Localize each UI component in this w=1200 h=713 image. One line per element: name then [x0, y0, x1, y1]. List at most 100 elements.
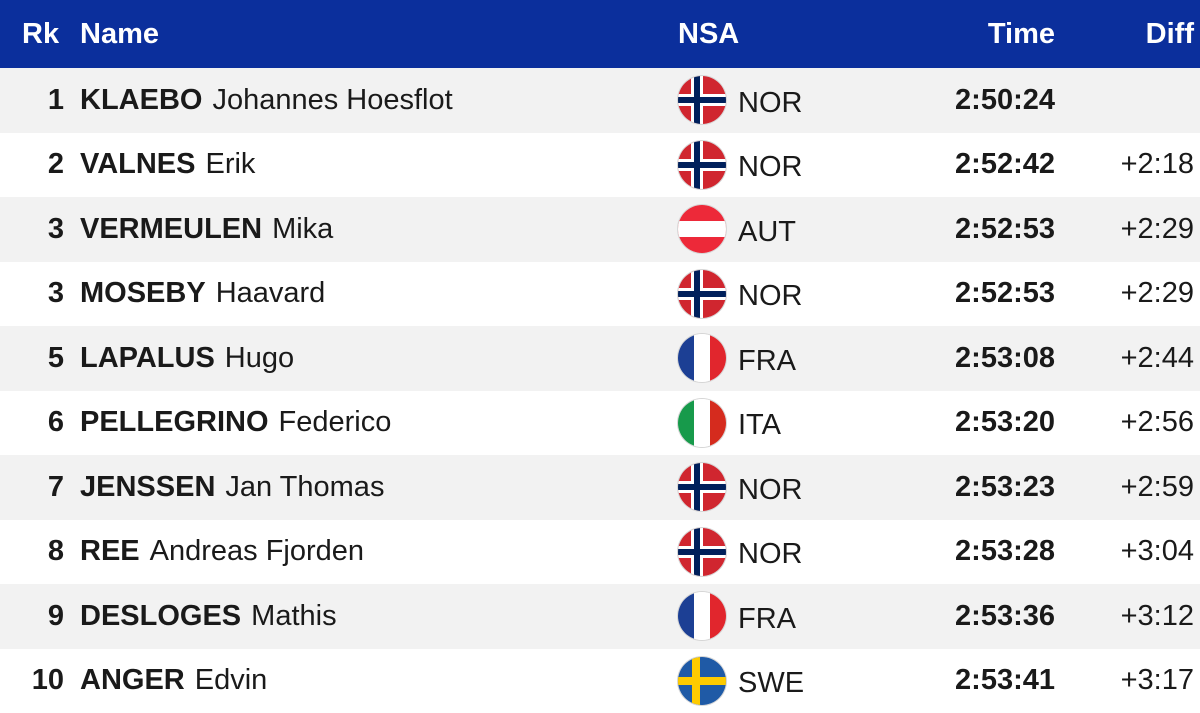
nsa-cell: FRA — [678, 326, 796, 391]
athlete-last-name[interactable]: KLAEBO — [80, 83, 203, 116]
rank-cell: 3 — [47, 212, 64, 245]
time-cell: 2:53:08 — [955, 341, 1055, 374]
rank-cell: 9 — [47, 599, 64, 632]
athlete-name-cell[interactable]: ANGER Edvin — [80, 649, 267, 713]
time-cell: 2:52:53 — [955, 277, 1055, 310]
nsa-cell: NOR — [678, 455, 802, 520]
athlete-first-name[interactable]: Jan Thomas — [225, 470, 385, 503]
austria-flag-icon — [678, 205, 726, 254]
table-row[interactable]: 7 JENSSEN Jan Thomas NOR 2:53:23 +2:59 — [0, 455, 1200, 520]
diff-cell: +2:18 — [1120, 148, 1194, 181]
nsa-cell: NOR — [678, 262, 802, 327]
athlete-name-cell[interactable]: MOSEBY Haavard — [80, 262, 325, 327]
table-body: 1 KLAEBO Johannes Hoesflot NOR 2:50:24 2 VALNE… — [0, 68, 1200, 713]
rank-cell: 7 — [47, 470, 64, 503]
nsa-cell: AUT — [678, 197, 796, 262]
nsa-code: AUT — [738, 215, 796, 248]
time-cell: 2:53:23 — [955, 470, 1055, 503]
rank-cell: 3 — [47, 277, 64, 310]
diff-cell: +2:59 — [1120, 470, 1194, 503]
nsa-cell: FRA — [678, 584, 796, 649]
time-cell: 2:52:42 — [955, 148, 1055, 181]
table-row[interactable]: 5 LAPALUS Hugo FRA 2:53:08 +2:44 — [0, 326, 1200, 391]
athlete-first-name[interactable]: Edvin — [194, 664, 268, 697]
table-row[interactable]: 10 ANGER Edvin SWE 2:53:41 +3:17 — [0, 648, 1200, 713]
athlete-first-name[interactable]: Erik — [205, 148, 256, 181]
athlete-name-cell[interactable]: JENSSEN Jan Thomas — [80, 455, 384, 520]
norway-flag-icon — [678, 269, 726, 318]
athlete-last-name[interactable]: MOSEBY — [80, 277, 206, 310]
diff-cell: +2:29 — [1120, 277, 1194, 310]
athlete-name-cell[interactable]: PELLEGRINO Federico — [80, 391, 391, 456]
table-row[interactable]: 1 KLAEBO Johannes Hoesflot NOR 2:50:24 — [0, 68, 1200, 133]
table-row[interactable]: 8 REE Andreas Fjorden NOR 2:53:28 +3:04 — [0, 519, 1200, 585]
rank-cell: 6 — [47, 406, 64, 439]
nsa-code: SWE — [738, 667, 805, 700]
norway-flag-icon — [678, 76, 726, 125]
diff-cell: +3:04 — [1120, 535, 1194, 568]
norway-flag-icon — [678, 140, 726, 189]
athlete-name-cell[interactable]: LAPALUS Hugo — [80, 326, 294, 391]
athlete-first-name[interactable]: Hugo — [224, 341, 295, 374]
time-cell: 2:50:24 — [955, 83, 1055, 116]
nsa-code: NOR — [738, 538, 803, 571]
header-diff[interactable]: Diff — [1145, 17, 1194, 50]
diff-cell: +2:44 — [1120, 341, 1194, 374]
norway-flag-icon — [678, 527, 726, 576]
athlete-last-name[interactable]: VALNES — [80, 148, 196, 181]
nsa-code: ITA — [738, 409, 781, 442]
athlete-last-name[interactable]: REE — [80, 535, 140, 568]
table-header: Rk Name NSA Time Diff — [0, 0, 1200, 68]
nsa-code: NOR — [738, 280, 803, 313]
diff-cell: +3:12 — [1120, 599, 1194, 632]
nsa-cell: ITA — [678, 391, 781, 456]
sweden-flag-icon — [678, 656, 726, 705]
nsa-cell: SWE — [678, 649, 804, 713]
diff-cell: +3:17 — [1120, 664, 1194, 697]
time-cell: 2:53:28 — [955, 535, 1055, 568]
athlete-name-cell[interactable]: DESLOGES Mathis — [80, 584, 337, 649]
nsa-cell: NOR — [678, 133, 802, 198]
athlete-name-cell[interactable]: REE Andreas Fjorden — [80, 520, 364, 585]
athlete-first-name[interactable]: Federico — [278, 406, 392, 439]
italy-flag-icon — [678, 398, 726, 447]
rank-cell: 1 — [47, 83, 64, 116]
rank-cell: 10 — [31, 664, 64, 697]
athlete-first-name[interactable]: Andreas Fjorden — [149, 535, 365, 568]
athlete-name-cell[interactable]: KLAEBO Johannes Hoesflot — [80, 68, 453, 133]
athlete-last-name[interactable]: JENSSEN — [80, 470, 216, 503]
france-flag-icon — [678, 334, 726, 383]
time-cell: 2:53:36 — [955, 599, 1055, 632]
diff-cell: +2:29 — [1120, 212, 1194, 245]
rank-cell: 5 — [47, 341, 64, 374]
athlete-last-name[interactable]: LAPALUS — [80, 341, 215, 374]
table-row[interactable]: 2 VALNES Erik NOR 2:52:42 +2:18 — [0, 132, 1200, 198]
header-time[interactable]: Time — [987, 17, 1055, 50]
table-row[interactable]: 9 DESLOGES Mathis FRA 2:53:36 +3:12 — [0, 584, 1200, 649]
time-cell: 2:52:53 — [955, 212, 1055, 245]
athlete-first-name[interactable]: Mathis — [251, 599, 337, 632]
athlete-last-name[interactable]: DESLOGES — [80, 599, 242, 632]
athlete-first-name[interactable]: Johannes Hoesflot — [212, 83, 453, 116]
athlete-name-cell[interactable]: VALNES Erik — [80, 133, 255, 198]
header-rank[interactable]: Rk — [22, 17, 60, 50]
athlete-last-name[interactable]: ANGER — [80, 664, 185, 697]
nsa-cell: NOR — [678, 68, 802, 133]
athlete-first-name[interactable]: Mika — [272, 212, 334, 245]
nsa-code: NOR — [738, 86, 803, 119]
france-flag-icon — [678, 592, 726, 641]
rank-cell: 2 — [47, 148, 64, 181]
athlete-first-name[interactable]: Haavard — [215, 277, 326, 310]
table-row[interactable]: 6 PELLEGRINO Federico ITA 2:53:20 +2:56 — [0, 390, 1200, 456]
nsa-code: FRA — [738, 602, 796, 635]
header-nsa[interactable]: NSA — [678, 17, 740, 50]
header-name[interactable]: Name — [80, 17, 159, 50]
norway-flag-icon — [678, 463, 726, 512]
table-row[interactable]: 3 VERMEULEN Mika AUT 2:52:53 +2:29 — [0, 197, 1200, 262]
table-row[interactable]: 3 MOSEBY Haavard NOR 2:52:53 +2:29 — [0, 261, 1200, 327]
rank-cell: 8 — [47, 535, 64, 568]
athlete-last-name[interactable]: PELLEGRINO — [80, 406, 269, 439]
athlete-last-name[interactable]: VERMEULEN — [80, 212, 263, 245]
athlete-name-cell[interactable]: VERMEULEN Mika — [80, 197, 333, 262]
